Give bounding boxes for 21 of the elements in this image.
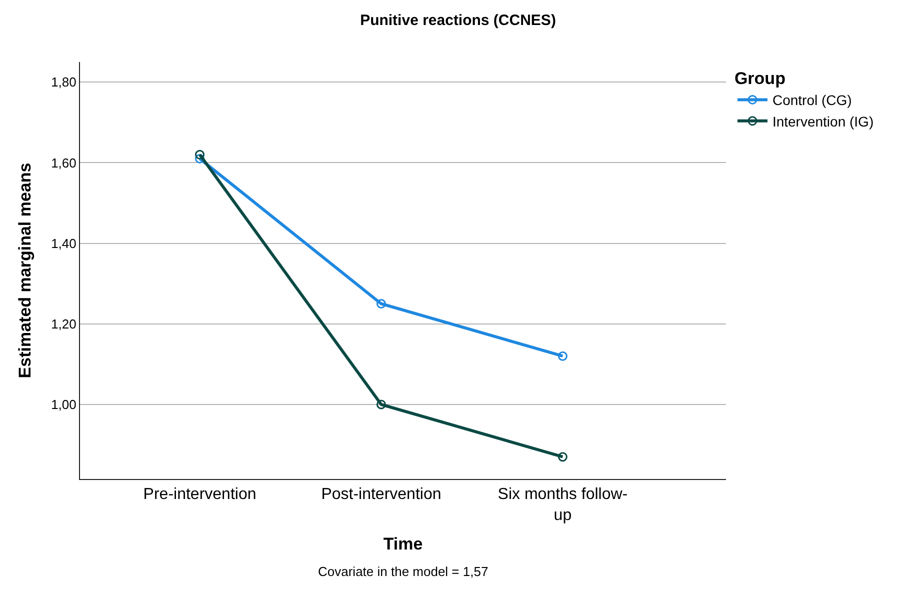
point [558,351,568,361]
text: Covariate in the model = 1,57 [318,564,488,579]
chart-title: Punitive reactions (CCNES) [360,12,556,30]
legend-label: Intervention (IG) [772,113,874,130]
y-tick-label: 1,40 [51,236,76,251]
y-axis-title: Estimated marginal means [16,162,35,378]
y-tick-label: 1,80 [51,74,76,90]
point [195,154,205,164]
legend-title: Group [734,69,786,88]
x-tick-label: Six months follow-up [498,486,628,524]
x-tick-label: Post-intervention [321,486,442,504]
x-tick-label: Pre-intervention [143,486,256,504]
y-tick-label: 1,00 [51,397,76,412]
point [376,400,386,410]
legend-label: Control (CG) [772,92,852,108]
point [376,298,386,308]
point [195,150,205,160]
point [558,452,568,462]
y-tick-label: 1,20 [51,316,76,332]
y-tick-label: 1,60 [51,155,76,170]
x-axis-title: Time [383,534,423,554]
